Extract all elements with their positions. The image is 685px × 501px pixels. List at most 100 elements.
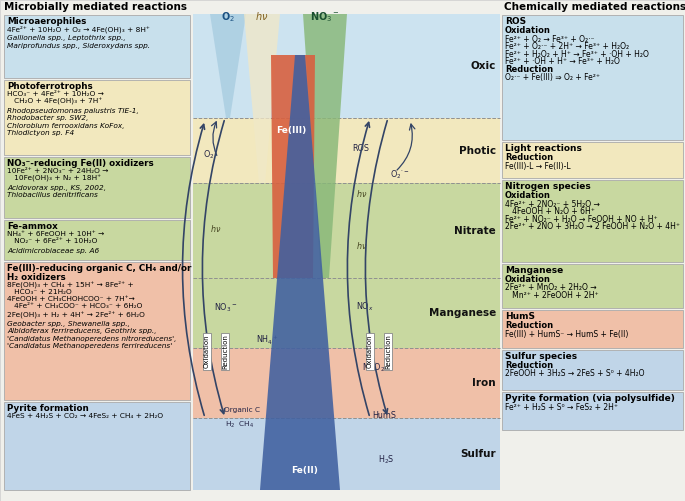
Text: O₂·⁻ + Fe(III) ⇒ O₂ + Fe²⁺: O₂·⁻ + Fe(III) ⇒ O₂ + Fe²⁺ <box>505 73 600 82</box>
Text: MnO$_2$: MnO$_2$ <box>362 362 386 374</box>
Text: Reduction: Reduction <box>385 334 391 369</box>
Text: Oxidation: Oxidation <box>204 335 210 368</box>
Text: NO₃⁻-reducing Fe(II) oxidizers: NO₃⁻-reducing Fe(II) oxidizers <box>7 159 153 168</box>
Text: 4Fe²⁺ + CH₃COO⁻ + HCO₃⁻ + 6H₂O: 4Fe²⁺ + CH₃COO⁻ + HCO₃⁻ + 6H₂O <box>7 304 142 310</box>
Text: Photoferrotrophs: Photoferrotrophs <box>7 82 92 91</box>
FancyBboxPatch shape <box>4 157 190 218</box>
Text: CH₂O + 4Fe(OH)₃ + 7H⁺: CH₂O + 4Fe(OH)₃ + 7H⁺ <box>7 98 102 105</box>
Text: Chemically mediated reactions: Chemically mediated reactions <box>504 2 685 12</box>
Text: O$_2$$^{\cdot -}$: O$_2$$^{\cdot -}$ <box>390 169 409 181</box>
Text: Fe-ammox: Fe-ammox <box>7 222 58 231</box>
FancyBboxPatch shape <box>502 15 683 140</box>
Text: Pyrite formation: Pyrite formation <box>7 404 89 413</box>
Text: Pyrite formation (via polysulfide): Pyrite formation (via polysulfide) <box>505 394 675 403</box>
Bar <box>193 418 500 490</box>
Text: Gallionella spp., Leptothrix spp.,: Gallionella spp., Leptothrix spp., <box>7 35 126 41</box>
Text: Fe²⁺ + O₂·⁻ + 2H⁺ → Fe³⁺ + H₂O₂: Fe²⁺ + O₂·⁻ + 2H⁺ → Fe³⁺ + H₂O₂ <box>505 42 629 51</box>
Text: Albidoferax ferrireducens, Geothrix spp.,: Albidoferax ferrireducens, Geothrix spp.… <box>7 328 157 334</box>
Text: HCO₃⁻ + 4Fe²⁺ + 10H₂O →: HCO₃⁻ + 4Fe²⁺ + 10H₂O → <box>7 91 104 97</box>
Bar <box>193 14 500 118</box>
Text: O$_2$: O$_2$ <box>203 149 214 161</box>
Text: Fe²⁺ + O₂ → Fe³⁺ + O₂·⁻: Fe²⁺ + O₂ → Fe³⁺ + O₂·⁻ <box>505 35 595 44</box>
Text: Manganese: Manganese <box>429 308 496 318</box>
Text: 'Candidatus Methanoperedens ferrireducens': 'Candidatus Methanoperedens ferrireducen… <box>7 343 172 349</box>
Bar <box>193 118 500 183</box>
Text: Oxidation: Oxidation <box>505 275 551 284</box>
Text: 4Fe²⁺ + 10H₂O + O₂ → 4Fe(OH)₃ + 8H⁺: 4Fe²⁺ + 10H₂O + O₂ → 4Fe(OH)₃ + 8H⁺ <box>7 26 150 33</box>
Text: HCO₃⁻ + 21H₂O: HCO₃⁻ + 21H₂O <box>7 289 72 295</box>
Text: Fe²⁺ + NO₂⁻ + H₂O → FeOOH + NO + H⁺: Fe²⁺ + NO₂⁻ + H₂O → FeOOH + NO + H⁺ <box>505 214 658 223</box>
FancyBboxPatch shape <box>502 350 683 390</box>
Text: Microaerophiles: Microaerophiles <box>7 17 86 26</box>
Text: NH$_4$$^+$: NH$_4$$^+$ <box>256 333 279 347</box>
Text: Iron: Iron <box>473 378 496 388</box>
Text: Fe(II): Fe(II) <box>292 465 319 474</box>
Text: ROS: ROS <box>505 17 526 26</box>
Text: Nitrate: Nitrate <box>454 225 496 235</box>
Text: 2Fe(OH)₃ + H₂ + 4H⁺ → 2Fe²⁺ + 6H₂O: 2Fe(OH)₃ + H₂ + 4H⁺ → 2Fe²⁺ + 6H₂O <box>7 311 145 319</box>
Text: Acidimicrobiaceae sp. A6: Acidimicrobiaceae sp. A6 <box>7 247 99 254</box>
Text: HumS: HumS <box>372 410 396 419</box>
FancyBboxPatch shape <box>502 180 683 262</box>
Text: $h\nu$: $h\nu$ <box>356 187 367 198</box>
FancyBboxPatch shape <box>502 264 683 308</box>
FancyBboxPatch shape <box>502 392 683 430</box>
Text: Microbially mediated reactions: Microbially mediated reactions <box>4 2 187 12</box>
Polygon shape <box>303 14 347 278</box>
FancyBboxPatch shape <box>4 402 190 490</box>
Text: Oxidation: Oxidation <box>505 191 551 200</box>
Text: Oxic: Oxic <box>471 61 496 71</box>
Text: Reduction: Reduction <box>505 321 553 330</box>
Text: Mn²⁺ + 2FeOOH + 2H⁺: Mn²⁺ + 2FeOOH + 2H⁺ <box>505 291 599 300</box>
Text: 8Fe(OH)₃ + CH₄ + 15H⁺ → 8Fe²⁺ +: 8Fe(OH)₃ + CH₄ + 15H⁺ → 8Fe²⁺ + <box>7 281 134 289</box>
Text: $h\nu$: $h\nu$ <box>356 239 367 250</box>
Text: Fe(III)-L → Fe(II)-L: Fe(III)-L → Fe(II)-L <box>505 161 571 170</box>
Text: Nitrogen species: Nitrogen species <box>505 182 590 191</box>
Text: 4FeOOH + CH₃CHOHCOO⁻ + 7H⁺→: 4FeOOH + CH₃CHOHCOO⁻ + 7H⁺→ <box>7 296 135 302</box>
FancyBboxPatch shape <box>4 220 190 260</box>
Text: 10Fe²⁺ + 2NO₃⁻ + 24H₂O →: 10Fe²⁺ + 2NO₃⁻ + 24H₂O → <box>7 167 108 173</box>
Text: Photic: Photic <box>459 145 496 155</box>
Text: H$_2$S: H$_2$S <box>378 454 395 466</box>
Text: Fe²⁺ + ·OH + H⁺ → Fe³⁺ + H₂O: Fe²⁺ + ·OH + H⁺ → Fe³⁺ + H₂O <box>505 57 620 66</box>
Text: O$_2$: O$_2$ <box>221 10 235 24</box>
Bar <box>193 348 500 418</box>
Text: Geobacter spp., Shewanella spp.,: Geobacter spp., Shewanella spp., <box>7 321 130 327</box>
Text: Thiobacillus denitrificans: Thiobacillus denitrificans <box>7 192 98 198</box>
Text: Fe²⁺ + H₂O₂ + H⁺ → Fe³⁺ + ·OH + H₂O: Fe²⁺ + H₂O₂ + H⁺ → Fe³⁺ + ·OH + H₂O <box>505 50 649 59</box>
Text: Reduction: Reduction <box>222 334 228 369</box>
Text: NO$_3$$^-$: NO$_3$$^-$ <box>214 302 238 314</box>
Text: Manganese: Manganese <box>505 266 563 275</box>
Text: Mariprofundus spp., Sideroxydans spp.: Mariprofundus spp., Sideroxydans spp. <box>7 43 150 49</box>
Text: 4FeOOH + N₂O + 6H⁺: 4FeOOH + N₂O + 6H⁺ <box>505 207 595 216</box>
Text: Fe(III): Fe(III) <box>276 125 306 134</box>
Text: Sulfur: Sulfur <box>460 449 496 459</box>
Text: Fe(III)-reducing organic C, CH₄ and/or: Fe(III)-reducing organic C, CH₄ and/or <box>7 264 191 273</box>
Text: Oxidation: Oxidation <box>367 335 373 368</box>
Text: 2FeOOH + 3H₂S → 2FeS + S⁰ + 4H₂O: 2FeOOH + 3H₂S → 2FeS + S⁰ + 4H₂O <box>505 370 645 378</box>
Text: H₂ oxidizers: H₂ oxidizers <box>7 273 66 282</box>
FancyBboxPatch shape <box>4 262 190 400</box>
FancyBboxPatch shape <box>502 310 683 348</box>
Text: Oxidation: Oxidation <box>505 26 551 35</box>
Text: ROS: ROS <box>352 143 369 152</box>
FancyBboxPatch shape <box>4 80 190 155</box>
Text: Sulfur species: Sulfur species <box>505 352 577 361</box>
Text: 'Candidatus Methanoperedens nitroreducens',: 'Candidatus Methanoperedens nitroreducen… <box>7 336 177 342</box>
Text: Rhodobacter sp. SW2,: Rhodobacter sp. SW2, <box>7 115 88 121</box>
Text: Organic C: Organic C <box>224 407 260 413</box>
Text: NO$_3$$^-$: NO$_3$$^-$ <box>310 10 340 24</box>
Text: Reduction: Reduction <box>505 361 553 370</box>
Polygon shape <box>210 14 246 118</box>
Text: HumS: HumS <box>505 312 535 321</box>
Text: 2Fe²⁺ + MnO₂ + 2H₂O →: 2Fe²⁺ + MnO₂ + 2H₂O → <box>505 284 597 293</box>
Bar <box>193 183 500 278</box>
FancyBboxPatch shape <box>4 15 190 78</box>
Text: Fe(III) + HumS⁻ → HumS + Fe(II): Fe(III) + HumS⁻ → HumS + Fe(II) <box>505 330 628 339</box>
Text: Acidovorax spp., KS, 2002,: Acidovorax spp., KS, 2002, <box>7 184 106 190</box>
FancyBboxPatch shape <box>502 142 683 178</box>
Text: Reduction: Reduction <box>505 153 553 162</box>
Text: 4FeS + 4H₂S + CO₂ → 4FeS₂ + CH₄ + 2H₂O: 4FeS + 4H₂S + CO₂ → 4FeS₂ + CH₄ + 2H₂O <box>7 412 163 418</box>
Text: 4Fe²⁺ + 2NO₂⁻ + 5H₂O →: 4Fe²⁺ + 2NO₂⁻ + 5H₂O → <box>505 199 600 208</box>
Text: 2Fe²⁺ + 2NO + 3H₂O → 2 FeOOH + N₂O + 4H⁺: 2Fe²⁺ + 2NO + 3H₂O → 2 FeOOH + N₂O + 4H⁺ <box>505 222 680 231</box>
